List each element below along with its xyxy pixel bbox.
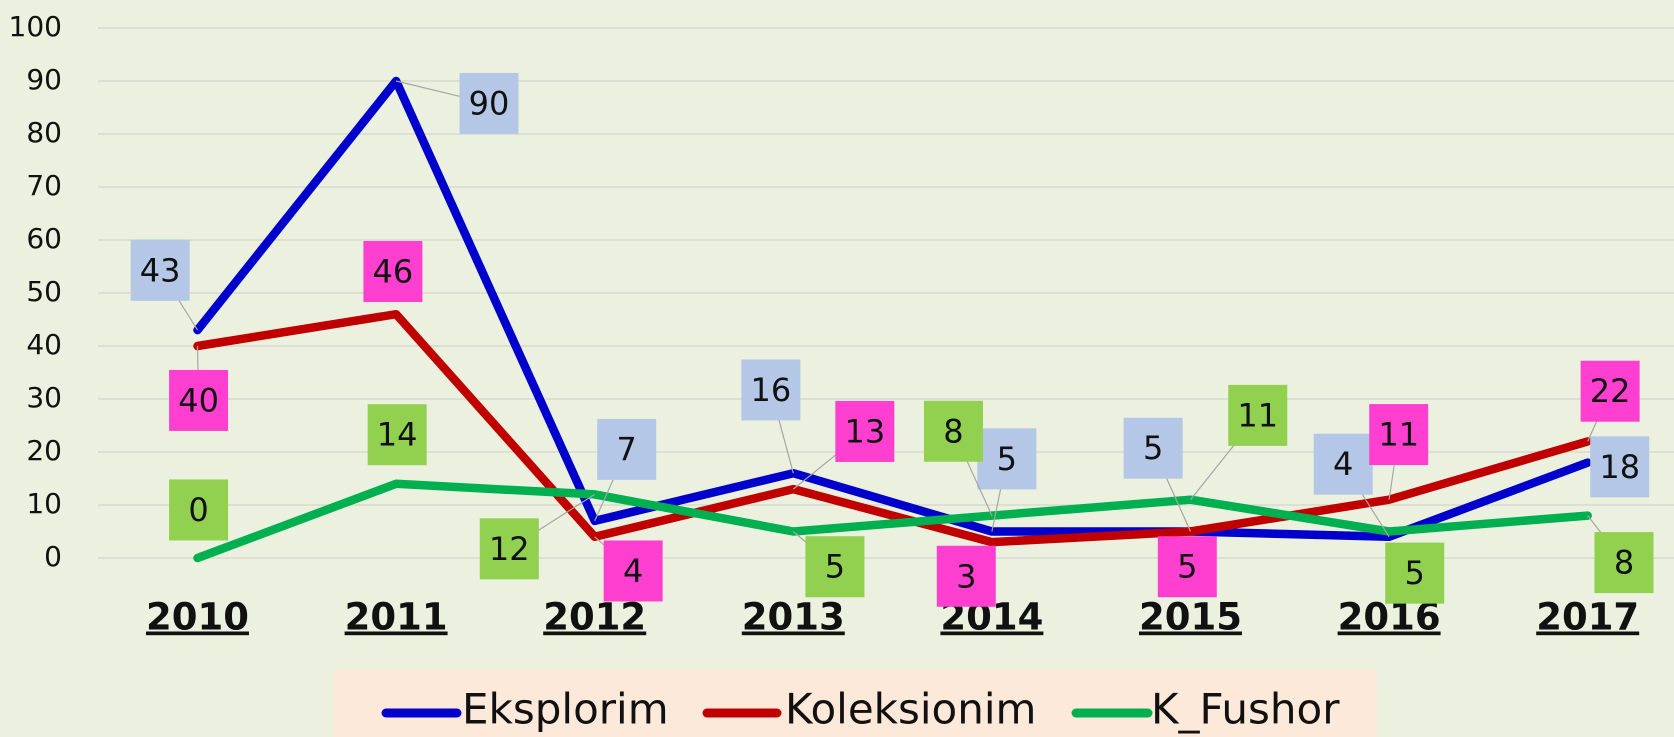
data-label-box	[1590, 436, 1650, 498]
x-tick-label: 2017	[1536, 596, 1639, 639]
series-line	[193, 76, 1592, 542]
data-label: 22	[1590, 372, 1631, 410]
series-line	[193, 479, 1592, 563]
data-label: 5	[1177, 548, 1197, 586]
y-tick-label: 0	[44, 540, 62, 573]
legend-label: Koleksionim	[785, 685, 1036, 734]
data-label: 14	[377, 416, 418, 454]
x-tick-label: 2012	[543, 596, 646, 639]
data-label: 11	[1237, 396, 1278, 434]
data-label-box	[1594, 532, 1654, 594]
data-label-box	[1157, 536, 1217, 598]
data-label-box	[805, 536, 865, 598]
data-label-box	[977, 428, 1037, 490]
data-label: 3	[956, 557, 976, 595]
y-tick-label: 100	[9, 10, 62, 43]
data-label-box	[923, 400, 983, 462]
data-label: 16	[751, 371, 792, 409]
data-label: 46	[373, 252, 414, 290]
data-label-box	[459, 72, 519, 134]
y-tick-label: 20	[26, 434, 62, 467]
y-tick-label: 70	[26, 169, 62, 202]
legend-label: K_Fushor	[1151, 685, 1340, 734]
x-tick-label: 2013	[742, 596, 845, 639]
data-label-box	[169, 369, 229, 431]
data-label: 43	[140, 251, 181, 289]
data-label: 90	[469, 84, 510, 122]
data-label: 7	[617, 430, 637, 468]
y-tick-label: 30	[26, 381, 62, 414]
data-label-box	[367, 404, 427, 466]
y-tick-label: 60	[26, 222, 62, 255]
data-label: 40	[178, 381, 219, 419]
data-label-box	[1228, 384, 1288, 446]
data-label-box	[741, 359, 801, 421]
y-tick-label: 80	[26, 116, 62, 149]
data-label: 8	[1614, 544, 1634, 582]
data-label: 18	[1599, 448, 1640, 486]
y-tick-label: 10	[26, 487, 62, 520]
data-label: 12	[489, 530, 530, 568]
data-label: 0	[188, 491, 208, 529]
data-label-box	[130, 239, 190, 301]
data-label: 8	[943, 412, 963, 450]
data-label: 13	[844, 412, 885, 450]
y-tick-label: 90	[26, 63, 62, 96]
data-label: 4	[623, 552, 643, 590]
data-label-box	[597, 418, 657, 480]
legend-box	[334, 670, 1377, 737]
data-label: 5	[1405, 554, 1425, 592]
legend-label: Eksplorim	[462, 685, 669, 734]
data-label-box	[169, 479, 229, 541]
data-label-box	[1369, 404, 1429, 466]
y-tick-label: 50	[26, 275, 62, 308]
data-label-box	[363, 240, 423, 302]
data-label-box	[1385, 542, 1445, 604]
data-label-box	[936, 545, 996, 607]
data-label: 4	[1333, 445, 1353, 483]
data-label-box	[1580, 360, 1640, 422]
data-label-box	[1123, 417, 1183, 479]
data-label: 5	[825, 548, 845, 586]
data-label: 5	[1143, 429, 1163, 467]
x-tick-label: 2015	[1139, 596, 1242, 639]
data-label: 5	[997, 440, 1017, 478]
data-label: 11	[1378, 416, 1419, 454]
y-tick-label: 40	[26, 328, 62, 361]
series-line	[193, 309, 1592, 547]
data-label-box	[835, 400, 895, 462]
x-tick-label: 2011	[345, 596, 448, 639]
data-label-box	[603, 540, 663, 602]
x-tick-label: 2010	[146, 596, 249, 639]
data-label-box	[479, 518, 539, 580]
data-label-box	[1313, 433, 1373, 495]
